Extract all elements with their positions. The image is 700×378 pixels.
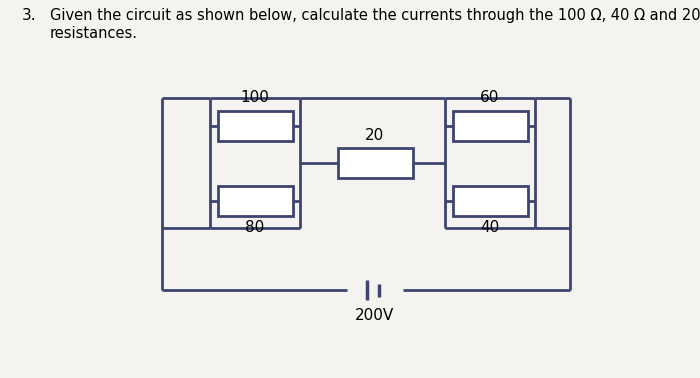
Text: 60: 60	[480, 90, 500, 105]
Bar	[452, 110, 528, 141]
Text: resistances.: resistances.	[50, 26, 138, 41]
Text: 100: 100	[241, 90, 270, 105]
Text: 40: 40	[480, 220, 500, 235]
Text: 80: 80	[246, 220, 265, 235]
Text: 20: 20	[365, 128, 384, 143]
Bar	[337, 148, 412, 178]
Text: Given the circuit as shown below, calculate the currents through the 100 Ω, 40 Ω: Given the circuit as shown below, calcul…	[50, 8, 700, 23]
Text: 3.: 3.	[22, 8, 36, 23]
Text: 200V: 200V	[356, 308, 395, 323]
Bar	[452, 186, 528, 215]
Bar	[218, 110, 293, 141]
Bar	[218, 186, 293, 215]
